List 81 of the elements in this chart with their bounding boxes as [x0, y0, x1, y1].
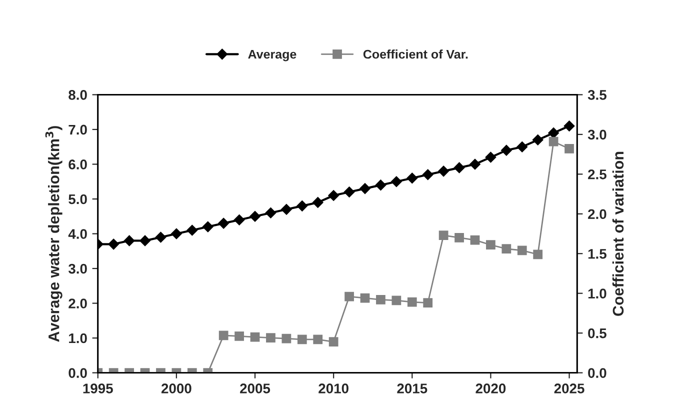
point [297, 334, 307, 344]
point [486, 240, 496, 250]
point [250, 332, 260, 342]
point [470, 235, 480, 245]
point [186, 224, 198, 236]
point [202, 221, 214, 232]
point [266, 333, 276, 343]
y-tick-label: 6.0 [68, 160, 87, 170]
point [502, 244, 512, 254]
y-tick-label: 7.0 [68, 124, 87, 135]
y-tick-label: 0.0 [68, 368, 87, 378]
y-tick-label: 5.0 [68, 194, 87, 204]
y2-tick-label: 0.5 [588, 328, 606, 338]
point [376, 294, 386, 304]
point [108, 238, 120, 250]
y2-axis-title: Coefficient of variation [612, 152, 624, 316]
x-tick-label: 1995 [83, 384, 113, 394]
point [344, 292, 354, 302]
x-tick-label: 2025 [554, 384, 584, 394]
point [171, 228, 182, 240]
y2-tick-label: 3.0 [588, 130, 606, 140]
x-tick-label: 2000 [161, 384, 192, 394]
point [282, 334, 292, 344]
x-tick-label: 2005 [240, 384, 270, 394]
point [155, 232, 166, 243]
point [407, 297, 417, 307]
x-tick-label: 2015 [397, 384, 428, 394]
y-tick-label: 4.0 [68, 229, 87, 239]
point [470, 158, 480, 170]
point [406, 172, 418, 184]
point [485, 152, 496, 163]
point [250, 210, 260, 222]
point [328, 190, 340, 201]
point [438, 230, 448, 240]
y2-tick-label: 3.5 [588, 90, 606, 100]
y-tick-label: 1.0 [69, 333, 87, 344]
y-tick-label: 3.0 [68, 264, 87, 274]
point [564, 144, 574, 154]
y2-tick-label: 2.5 [588, 169, 606, 180]
legend-label: Coefficient of Var. [363, 50, 468, 59]
point [312, 197, 324, 208]
y2-tick-label: 1.5 [588, 249, 606, 259]
point [218, 218, 230, 229]
point [533, 250, 543, 260]
y2-tick-label: 2.0 [588, 209, 606, 220]
y-tick-label: 8.0 [68, 90, 87, 100]
point [140, 235, 150, 246]
point [548, 128, 559, 138]
point [548, 136, 558, 146]
point [422, 169, 434, 180]
point [313, 334, 323, 344]
y2-tick-label: 0.0 [588, 368, 606, 378]
point [423, 298, 433, 308]
point [500, 144, 512, 156]
point [438, 166, 449, 177]
point [564, 120, 575, 132]
point [344, 186, 355, 198]
point [390, 176, 402, 188]
point [375, 180, 386, 191]
point [234, 332, 244, 341]
point [360, 293, 370, 303]
point [517, 246, 527, 256]
point [454, 233, 464, 242]
point [281, 204, 292, 215]
point [360, 183, 370, 194]
x-tick-label: 2020 [476, 384, 506, 394]
point [265, 207, 276, 218]
point [124, 235, 135, 246]
point [532, 134, 544, 146]
point [328, 337, 338, 346]
legend-label: Average [248, 50, 296, 62]
x-tick-label: 2010 [318, 384, 348, 394]
point [392, 296, 402, 306]
point [296, 200, 308, 212]
y-tick-label: 2.0 [68, 298, 87, 308]
point [218, 330, 228, 340]
point [516, 141, 528, 152]
point [454, 162, 465, 174]
point [234, 214, 245, 226]
y-axis-title: Average water depletion(km$^{3}$) [45, 126, 62, 342]
y2-tick-label: 1.0 [588, 288, 606, 298]
